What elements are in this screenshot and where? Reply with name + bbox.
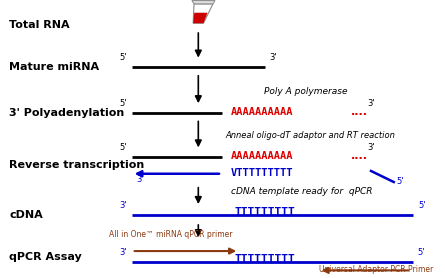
Text: Mature miRNA: Mature miRNA [9,62,99,72]
Polygon shape [193,13,207,23]
Text: TTTTTTTTT: TTTTTTTTT [235,207,295,217]
Text: AAAAAAAAAA: AAAAAAAAAA [231,151,293,161]
Text: 3' Polyadenylation: 3' Polyadenylation [9,108,125,118]
Text: VTTTTTTTTT: VTTTTTTTTT [231,168,293,178]
Text: cDNA: cDNA [9,210,43,220]
Text: 3': 3' [137,175,144,184]
Text: 5': 5' [418,201,425,210]
Text: 5': 5' [417,248,425,257]
Text: 3': 3' [367,143,375,152]
Text: 3': 3' [270,53,277,63]
Text: TTTTTTTTT: TTTTTTTTT [235,254,295,264]
Text: ....: .... [351,106,368,116]
Text: cDNA template ready for  qPCR: cDNA template ready for qPCR [231,187,372,196]
Text: 5': 5' [119,143,127,152]
Text: Anneal oligo-dT adaptor and RT reaction: Anneal oligo-dT adaptor and RT reaction [225,131,395,140]
Text: 5': 5' [119,99,127,108]
Text: ....: .... [351,151,368,161]
Text: 5': 5' [119,53,127,63]
Text: Total RNA: Total RNA [9,19,70,29]
Text: 5': 5' [397,177,404,186]
Text: All in One™ miRNA qPCR primer: All in One™ miRNA qPCR primer [109,230,232,239]
Text: qPCR Assay: qPCR Assay [9,252,82,262]
Text: AAAAAAAAAA: AAAAAAAAAA [231,106,293,116]
Text: Poly A polymerase: Poly A polymerase [264,87,348,96]
Text: 3': 3' [119,248,127,257]
Polygon shape [193,4,213,23]
Text: Reverse transcription: Reverse transcription [9,160,145,170]
Polygon shape [192,1,215,4]
Text: Universal Adaptor PCR Primer: Universal Adaptor PCR Primer [320,265,434,274]
Text: 3': 3' [367,99,375,108]
Text: 3': 3' [119,201,127,210]
